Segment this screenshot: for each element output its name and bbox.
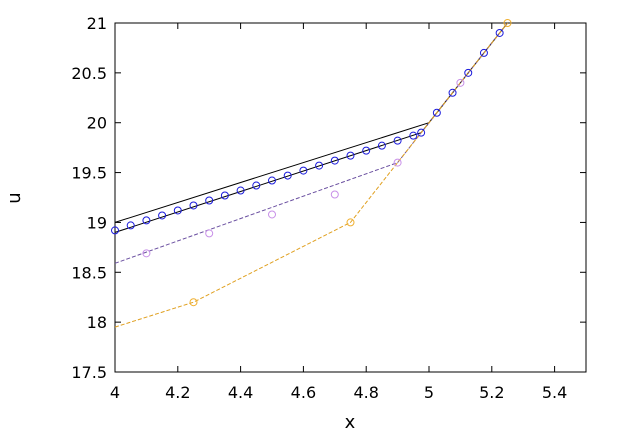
data-point-marker bbox=[417, 128, 426, 137]
data-point-marker bbox=[252, 181, 261, 190]
series-line bbox=[114, 22, 508, 223]
x-tick-label: 4.4 bbox=[228, 383, 253, 402]
x-tick-label: 4.6 bbox=[291, 383, 316, 402]
data-point-marker bbox=[158, 211, 167, 220]
x-tick-label: 5.4 bbox=[542, 383, 567, 402]
y-tick-label: 21 bbox=[87, 14, 107, 33]
data-point-marker bbox=[409, 131, 418, 140]
data-point-marker bbox=[205, 196, 214, 205]
y-tick-label: 18.5 bbox=[71, 263, 107, 282]
data-point-marker bbox=[268, 210, 276, 219]
data-point-marker bbox=[126, 221, 135, 230]
data-point-marker bbox=[330, 156, 339, 165]
data-point-marker bbox=[503, 19, 512, 27]
y-tick-label: 19 bbox=[87, 213, 107, 232]
data-point-marker bbox=[173, 206, 182, 215]
data-point-marker bbox=[142, 249, 151, 258]
x-axis-title: x bbox=[345, 412, 356, 433]
tick-layer: 4 4.2 4.4 4.6 4.8 5 5.2 5.4 17.5 18 18.5 19 19.5 20 20… bbox=[71, 14, 586, 402]
data-point-marker bbox=[362, 146, 371, 155]
data-point-marker bbox=[220, 191, 229, 200]
marker-layer bbox=[111, 19, 512, 307]
data-point-marker bbox=[393, 158, 402, 167]
data-point-marker bbox=[315, 161, 324, 170]
data-point-marker bbox=[346, 218, 355, 227]
data-point-marker bbox=[111, 226, 119, 235]
x-tick-label: 5.2 bbox=[479, 383, 504, 402]
data-point-marker bbox=[299, 166, 308, 175]
data-point-marker bbox=[236, 186, 245, 195]
data-point-marker bbox=[142, 216, 151, 225]
data-point-marker bbox=[464, 68, 473, 77]
data-point-marker bbox=[330, 190, 339, 199]
data-point-marker bbox=[448, 88, 457, 97]
y-tick-label: 20.5 bbox=[71, 64, 107, 83]
data-point-marker bbox=[268, 176, 276, 185]
plot-frame bbox=[114, 22, 587, 373]
series-line bbox=[114, 22, 508, 233]
data-point-marker bbox=[393, 136, 402, 145]
x-tick-label: 4.2 bbox=[165, 383, 190, 402]
series-layer bbox=[114, 22, 508, 328]
data-point-marker bbox=[346, 151, 355, 160]
data-point-marker bbox=[377, 141, 386, 150]
data-point-marker bbox=[495, 28, 504, 37]
y-axis-title: u bbox=[4, 192, 25, 203]
data-point-marker bbox=[456, 78, 465, 87]
series-line bbox=[114, 22, 508, 328]
series-line bbox=[114, 22, 508, 264]
data-point-marker bbox=[432, 108, 441, 117]
data-point-marker bbox=[189, 201, 198, 210]
data-point-marker bbox=[205, 229, 214, 238]
y-tick-label: 20 bbox=[87, 114, 107, 133]
x-tick-label: 4 bbox=[110, 383, 120, 402]
data-point-marker bbox=[479, 48, 488, 57]
y-tick-label: 17.5 bbox=[71, 363, 107, 382]
data-point-marker bbox=[283, 171, 292, 180]
y-tick-label: 18 bbox=[87, 313, 107, 332]
x-tick-label: 4.8 bbox=[353, 383, 378, 402]
data-point-marker bbox=[189, 298, 198, 307]
y-tick-label: 19.5 bbox=[71, 164, 107, 183]
x-tick-label: 5 bbox=[424, 383, 434, 402]
